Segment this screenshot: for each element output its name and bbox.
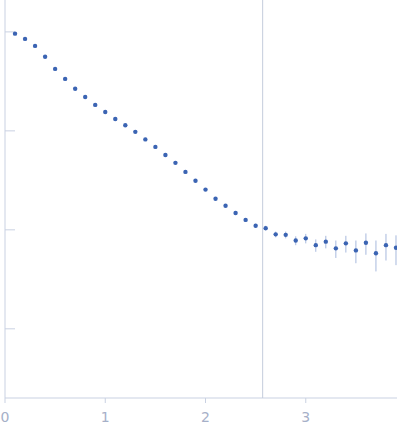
data-point	[384, 243, 388, 247]
data-point	[93, 103, 97, 107]
data-point	[103, 110, 107, 114]
plot-area	[13, 0, 397, 398]
data-point	[394, 246, 397, 250]
data-point	[354, 248, 358, 252]
data-point	[334, 246, 338, 250]
data-point	[153, 145, 157, 149]
data-point	[63, 77, 67, 81]
data-point	[13, 31, 17, 35]
x-tick	[305, 398, 306, 403]
data-point	[233, 211, 237, 215]
x-tick	[5, 398, 6, 403]
x-tick-label: 0	[1, 409, 10, 425]
data-point	[253, 224, 257, 228]
data-point	[83, 95, 87, 99]
error-bar	[395, 235, 396, 265]
data-point	[43, 55, 47, 59]
data-point	[364, 241, 368, 245]
data-point	[243, 218, 247, 222]
data-point	[33, 44, 37, 48]
x-tick	[205, 398, 206, 403]
y-tick	[5, 130, 15, 131]
data-point	[374, 251, 378, 255]
data-point	[123, 123, 127, 127]
data-point	[23, 37, 27, 41]
data-point	[53, 67, 57, 71]
x-tick	[105, 398, 106, 403]
data-point	[143, 137, 147, 141]
data-point	[183, 170, 187, 174]
y-tick	[5, 328, 15, 329]
data-point	[163, 153, 167, 157]
y-axis	[5, 0, 6, 398]
error-bar	[375, 241, 376, 272]
data-point	[294, 238, 298, 242]
data-point	[193, 179, 197, 183]
data-point	[173, 161, 177, 165]
y-tick	[5, 229, 15, 230]
data-point	[73, 87, 77, 91]
data-point	[273, 232, 277, 236]
data-point	[344, 241, 348, 245]
chart: 0 1 2 3	[0, 0, 397, 437]
data-point	[284, 233, 288, 237]
data-point	[133, 130, 137, 134]
reference-line	[262, 0, 263, 398]
data-point	[223, 204, 227, 208]
x-tick-label: 3	[301, 409, 310, 425]
data-point	[304, 236, 308, 240]
data-point	[263, 226, 267, 230]
x-tick-label: 1	[101, 409, 110, 425]
x-axis	[5, 398, 397, 399]
data-point	[213, 197, 217, 201]
x-tick-label: 2	[201, 409, 210, 425]
data-point	[314, 243, 318, 247]
data-point	[324, 239, 328, 243]
data-point	[113, 117, 117, 121]
data-point	[203, 187, 207, 191]
